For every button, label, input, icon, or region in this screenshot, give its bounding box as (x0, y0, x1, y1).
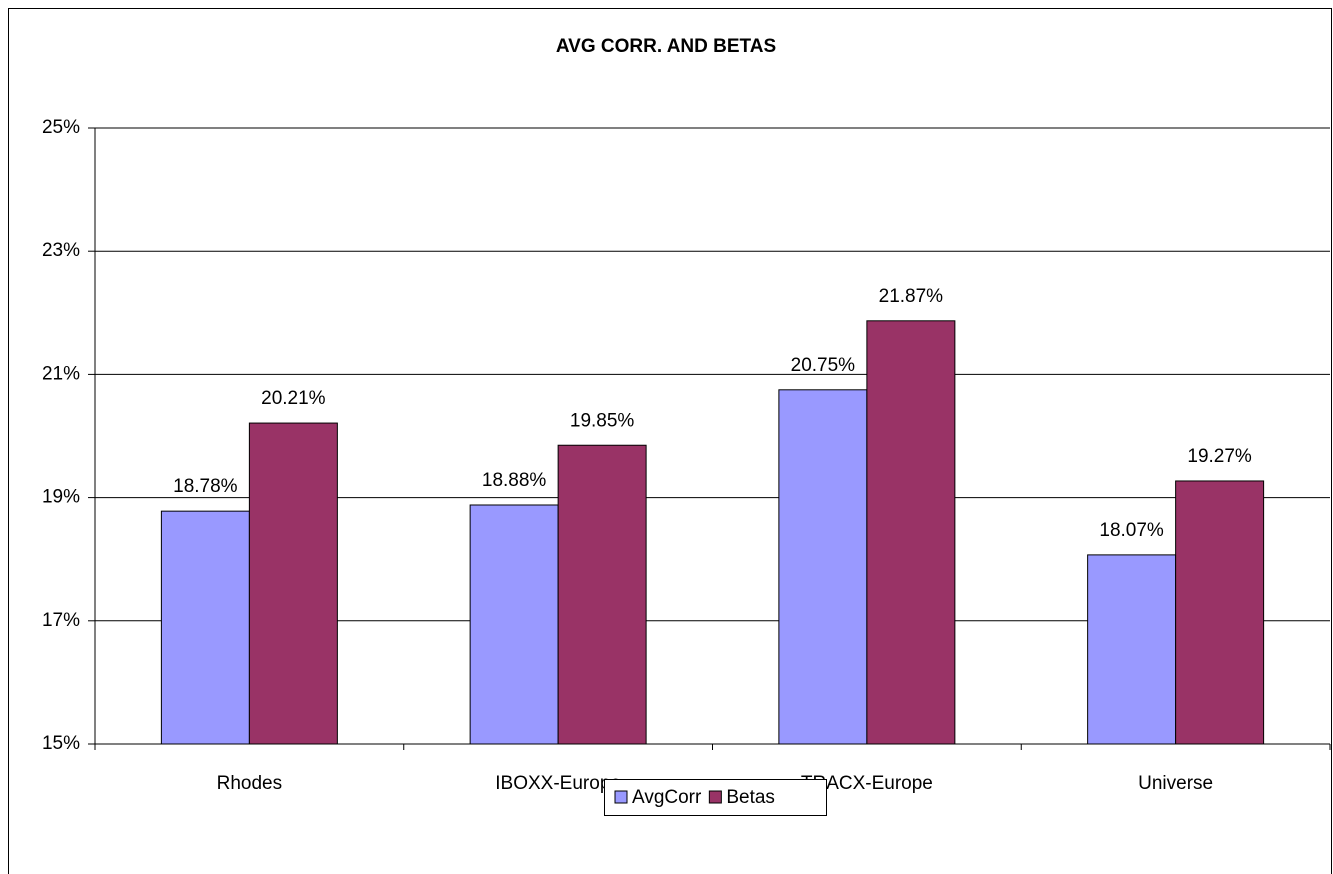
y-tick-label: 21% (42, 363, 80, 384)
chart-title: AVG CORR. AND BETAS (556, 36, 776, 57)
x-tick-label: Rhodes (217, 773, 283, 794)
value-label: 18.88% (482, 470, 547, 491)
legend-swatch (708, 790, 722, 804)
value-label: 19.27% (1187, 446, 1252, 467)
value-label: 19.85% (570, 410, 635, 431)
bar (1175, 480, 1265, 745)
y-tick-label: 23% (42, 240, 80, 261)
legend-swatch (614, 790, 628, 804)
y-tick-label: 17% (42, 610, 80, 631)
x-tick-label: IBOXX-Europe (495, 773, 621, 794)
bar (469, 504, 559, 745)
bar (866, 320, 956, 745)
y-tick-label: 19% (42, 487, 80, 508)
value-label: 20.75% (791, 355, 856, 376)
value-label: 18.07% (1099, 520, 1164, 541)
bar (248, 422, 338, 745)
bar (1087, 554, 1177, 745)
legend-label: AvgCorr (632, 787, 702, 808)
value-label: 21.87% (879, 286, 944, 307)
value-label: 20.21% (261, 388, 326, 409)
y-tick-label: 25% (42, 117, 80, 138)
x-tick-label: TRACX-Europe (801, 773, 933, 794)
bar (557, 444, 647, 745)
legend-label: Betas (726, 787, 775, 808)
x-tick-label: Universe (1138, 773, 1213, 794)
chart-border (8, 8, 1332, 874)
value-label: 18.78% (173, 476, 238, 497)
bar (778, 389, 868, 745)
bar (160, 510, 250, 745)
y-tick-label: 15% (42, 733, 80, 754)
